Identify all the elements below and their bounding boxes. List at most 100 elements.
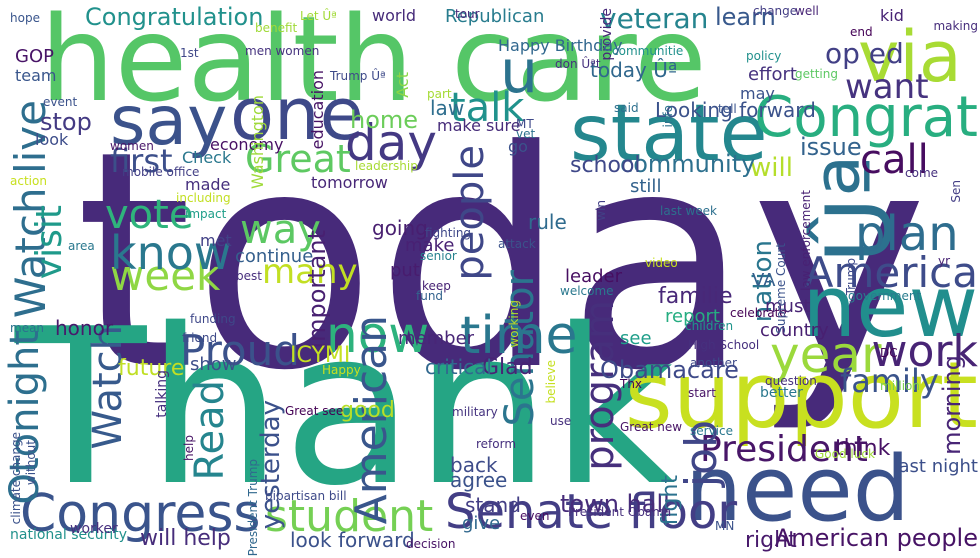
word-president-obama: President Obama (568, 505, 672, 519)
word-work: work (871, 326, 978, 377)
word-tomorrow: tomorrow (311, 173, 388, 192)
word-communitie: communitie (612, 44, 684, 58)
word-don-t: don Ûªt (555, 57, 601, 71)
word-op-ed: op ed (825, 37, 904, 70)
word-morning: morning (938, 355, 966, 455)
word-program: program (577, 300, 623, 471)
word-including: including (176, 191, 231, 205)
word-week: week (110, 251, 221, 300)
word-yesterday: yesterday (256, 400, 286, 530)
word-video: video (645, 256, 678, 270)
word-learn: learn (715, 3, 776, 31)
word-act: Act (393, 72, 412, 98)
word-support: support (624, 342, 978, 449)
word-student: student (265, 491, 434, 542)
word-even: even (520, 509, 550, 523)
word-thank: Thank (15, 282, 676, 533)
word-may: may (740, 84, 775, 103)
word-kid: kid (880, 6, 904, 25)
word-president-trump: President Trump (246, 458, 260, 556)
word-said: said (614, 101, 639, 115)
word-senator: Senator (497, 270, 543, 427)
word-know: know (110, 226, 232, 280)
word-end: end (850, 25, 873, 39)
word-thx: Thx (620, 377, 643, 391)
word-home: home (350, 106, 419, 134)
word-world: world (372, 6, 417, 25)
word-gop: GOP (15, 46, 54, 67)
word-without: without (24, 440, 38, 486)
word-read: Read (187, 380, 233, 481)
word-country: country (760, 320, 829, 341)
word-made: made (185, 175, 231, 194)
word-decision: decision (406, 537, 456, 551)
word-senate-floor: Senate floor (445, 484, 738, 540)
word-keep: keep (422, 279, 451, 293)
word-million: million (880, 379, 920, 393)
word-win: win (594, 200, 608, 221)
word-going: going (372, 216, 428, 240)
word-familie: familie (658, 284, 733, 309)
word-getting: getting (795, 67, 838, 81)
word-tell: tell (718, 102, 737, 116)
word-look-forward: look forward (290, 528, 415, 552)
word-come: come (905, 166, 939, 180)
word-well: well (795, 4, 819, 18)
word-supreme-court: Supreme Court (774, 243, 788, 334)
word-town-hall: town hall (560, 490, 670, 518)
word-best: best (236, 269, 262, 283)
word-dc: DC (880, 346, 898, 360)
word-making: making (933, 19, 978, 33)
word-benefit: benefit (255, 21, 298, 35)
word-continue: continue (235, 246, 314, 267)
word-women: women (110, 139, 154, 153)
word-congress: Congress (20, 484, 261, 544)
word-friend: friend (182, 331, 218, 345)
word-celebrate: celebrate (730, 306, 787, 320)
word-look: look (35, 130, 69, 149)
word-mt: MT (516, 117, 534, 131)
word-economy: economy (210, 135, 284, 154)
word-issue: issue (800, 133, 862, 161)
word-good-luck: Good luck (815, 447, 875, 461)
word-year: year (770, 326, 882, 384)
word-question: question (765, 374, 817, 388)
word-right: right (745, 528, 797, 553)
word-many: many (262, 252, 358, 292)
word-plan: plan (855, 206, 959, 262)
word-way: way (240, 207, 321, 253)
word-last-night: last night (893, 456, 979, 477)
word-family: family (840, 362, 939, 400)
word-change: change (753, 4, 798, 18)
word-high-school: High School (688, 338, 760, 352)
word-obamacare: Obamacare (600, 356, 739, 384)
word-veteran: veteran (600, 2, 709, 35)
word-start: start (688, 386, 716, 400)
word-day: day (345, 114, 437, 172)
word-will-help: will help (140, 526, 231, 551)
word-honor: honor (55, 316, 114, 340)
word-talk: talk (450, 85, 525, 131)
word-via: via (858, 16, 962, 98)
word-one: one (230, 72, 364, 156)
word-yr: yr (938, 254, 951, 268)
word-use: use (550, 414, 572, 428)
word-glad: Glad (482, 355, 533, 380)
word-america: America (804, 248, 978, 297)
word-effort: effort (748, 64, 797, 85)
word-help: help (182, 435, 196, 461)
word-government: government (848, 289, 922, 303)
word-proud: Proud (180, 326, 300, 375)
word-event: event (43, 95, 78, 109)
word-area: area (68, 239, 95, 253)
word-happy: Happy (322, 363, 361, 377)
word-reform: reform (476, 437, 517, 451)
word-mean: mean (10, 321, 45, 335)
word-visit: visit (29, 205, 70, 280)
word-first: first (110, 142, 173, 180)
word-see: see (620, 328, 652, 349)
word-info: info (661, 105, 675, 128)
word-senior: senior (420, 249, 457, 263)
word-vote: vote (105, 192, 194, 238)
word-last-week: last week (660, 204, 717, 218)
